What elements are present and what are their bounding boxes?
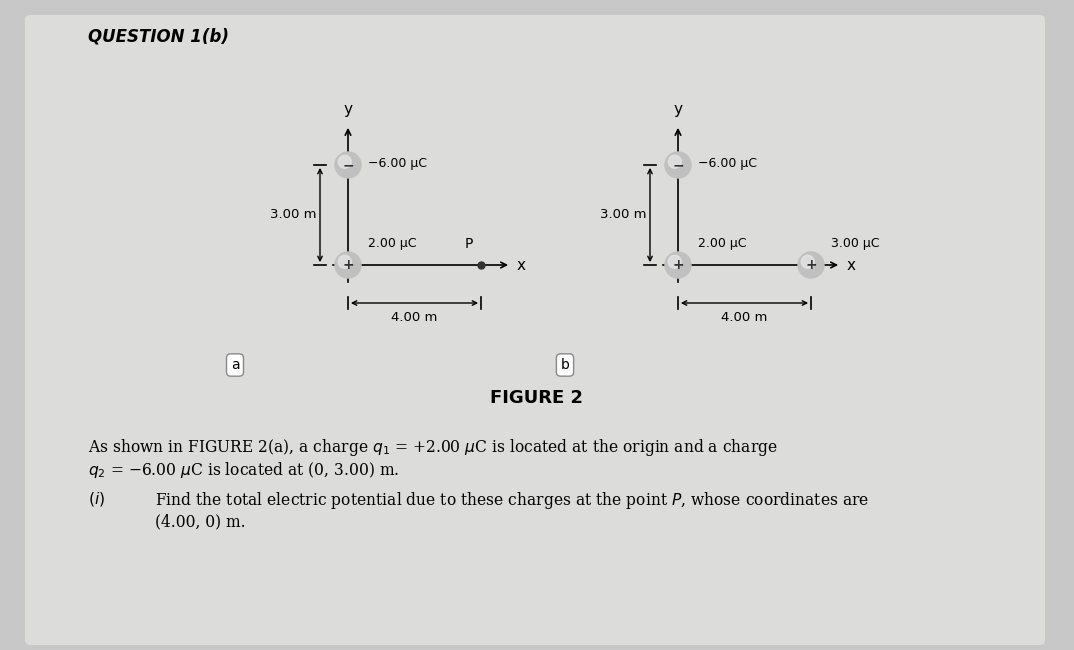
- Text: a: a: [231, 358, 240, 372]
- Text: As shown in FIGURE 2(a), a charge $q_1$ = +2.00 $\mu$C is located at the origin : As shown in FIGURE 2(a), a charge $q_1$ …: [88, 437, 778, 458]
- Text: x: x: [847, 257, 856, 272]
- Circle shape: [335, 152, 361, 178]
- Text: 4.00 m: 4.00 m: [391, 311, 438, 324]
- Text: 3.00 m: 3.00 m: [599, 209, 645, 222]
- Text: −6.00 μC: −6.00 μC: [698, 157, 757, 170]
- Circle shape: [668, 255, 681, 268]
- Circle shape: [338, 155, 351, 168]
- Text: 3.00 m: 3.00 m: [270, 209, 316, 222]
- Circle shape: [665, 252, 691, 278]
- Text: +: +: [672, 258, 684, 272]
- Text: FIGURE 2: FIGURE 2: [491, 389, 583, 407]
- Text: (4.00, 0) m.: (4.00, 0) m.: [155, 513, 246, 530]
- Circle shape: [335, 252, 361, 278]
- Text: x: x: [517, 257, 526, 272]
- Circle shape: [338, 255, 351, 268]
- Text: −: −: [672, 158, 684, 172]
- Text: Find the total electric potential due to these charges at the point $P$, whose c: Find the total electric potential due to…: [155, 490, 869, 511]
- Circle shape: [668, 155, 681, 168]
- Text: y: y: [344, 102, 352, 117]
- Text: −6.00 μC: −6.00 μC: [368, 157, 427, 170]
- Text: 2.00 μC: 2.00 μC: [698, 237, 746, 250]
- Text: 4.00 m: 4.00 m: [722, 311, 768, 324]
- Text: +: +: [343, 258, 353, 272]
- Circle shape: [801, 255, 814, 268]
- Text: $(i)$: $(i)$: [88, 490, 105, 508]
- FancyBboxPatch shape: [25, 15, 1045, 645]
- Text: −: −: [343, 158, 353, 172]
- Text: 3.00 μC: 3.00 μC: [831, 237, 880, 250]
- Circle shape: [798, 252, 824, 278]
- Text: QUESTION 1(b): QUESTION 1(b): [88, 28, 229, 46]
- Text: +: +: [806, 258, 817, 272]
- Text: b: b: [561, 358, 569, 372]
- Text: $q_2$ = $-$6.00 $\mu$C is located at (0, 3.00) m.: $q_2$ = $-$6.00 $\mu$C is located at (0,…: [88, 460, 400, 480]
- Text: P: P: [465, 237, 474, 251]
- Text: y: y: [673, 102, 682, 117]
- Text: 2.00 μC: 2.00 μC: [368, 237, 417, 250]
- Circle shape: [665, 152, 691, 178]
